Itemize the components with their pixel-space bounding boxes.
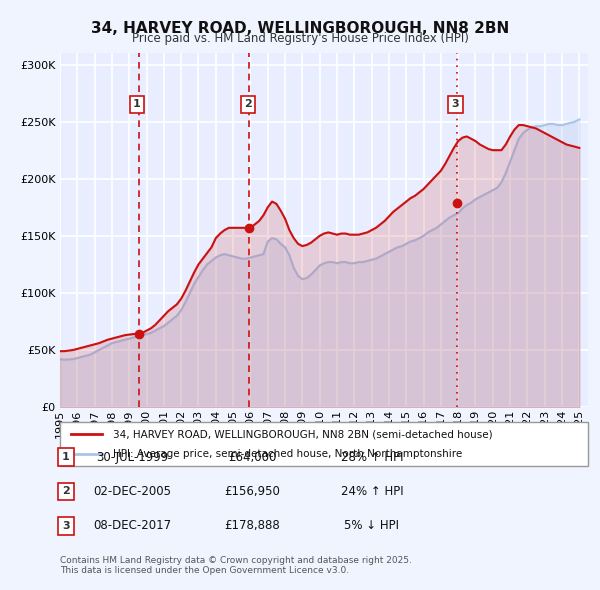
Text: 30-JUL-1999: 30-JUL-1999 (96, 451, 168, 464)
Text: £156,950: £156,950 (224, 485, 280, 498)
Text: 34, HARVEY ROAD, WELLINGBOROUGH, NN8 2BN (semi-detached house): 34, HARVEY ROAD, WELLINGBOROUGH, NN8 2BN… (113, 430, 493, 439)
Text: 2: 2 (62, 487, 70, 496)
Text: Price paid vs. HM Land Registry's House Price Index (HPI): Price paid vs. HM Land Registry's House … (131, 32, 469, 45)
Text: 1: 1 (62, 453, 70, 462)
Text: 3: 3 (62, 521, 70, 530)
Text: 34, HARVEY ROAD, WELLINGBOROUGH, NN8 2BN: 34, HARVEY ROAD, WELLINGBOROUGH, NN8 2BN (91, 21, 509, 35)
Text: 02-DEC-2005: 02-DEC-2005 (93, 485, 171, 498)
Text: 1: 1 (133, 100, 141, 110)
Text: £178,888: £178,888 (224, 519, 280, 532)
Text: HPI: Average price, semi-detached house, North Northamptonshire: HPI: Average price, semi-detached house,… (113, 449, 462, 458)
FancyBboxPatch shape (60, 422, 588, 466)
Text: £64,000: £64,000 (228, 451, 276, 464)
Text: Contains HM Land Registry data © Crown copyright and database right 2025.
This d: Contains HM Land Registry data © Crown c… (60, 556, 412, 575)
Text: 08-DEC-2017: 08-DEC-2017 (93, 519, 171, 532)
Text: 24% ↑ HPI: 24% ↑ HPI (341, 485, 403, 498)
Text: 2: 2 (244, 100, 252, 110)
Text: 28% ↑ HPI: 28% ↑ HPI (341, 451, 403, 464)
Text: 3: 3 (452, 100, 460, 110)
Text: 5% ↓ HPI: 5% ↓ HPI (344, 519, 400, 532)
